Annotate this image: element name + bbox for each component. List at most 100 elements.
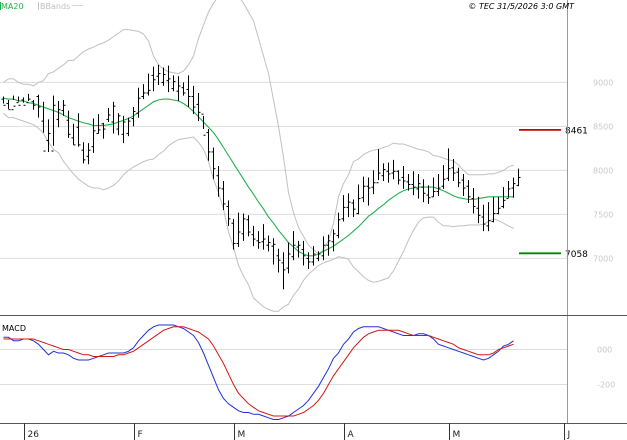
bband-upper-line (3, 0, 514, 255)
ohlc-bar (121, 115, 126, 144)
ohlc-bar (401, 166, 406, 189)
ohlc-bar (201, 113, 206, 136)
time-tick-label: F (138, 430, 143, 440)
ohlc-bar (366, 177, 371, 206)
ohlc-bar (31, 100, 36, 110)
ohlc-bar (216, 166, 221, 197)
ohlc-bar (451, 158, 456, 181)
ohlc-bar (186, 75, 191, 108)
macd-signal-line (3, 326, 514, 417)
price-tick-label: 7000 (593, 254, 613, 263)
ohlc-bar (286, 242, 291, 274)
legend-bbands-label: BBands (40, 2, 70, 11)
price-tick-label: 8500 (593, 122, 613, 131)
ohlc-bar (266, 235, 271, 252)
legend-ma20-label: MA20 (1, 2, 24, 11)
ohlc-bar (21, 97, 26, 106)
ohlc-bar (281, 252, 286, 290)
ohlc-bar (431, 177, 436, 198)
ohlc-bar (86, 143, 91, 165)
ohlc-bar (46, 119, 51, 152)
ohlc-bar (136, 87, 141, 118)
macd-panel-title: MACD (2, 324, 26, 333)
ohlc-bar (516, 168, 521, 187)
chart-legend: MA20 BBands (0, 2, 83, 11)
ohlc-bar (406, 173, 411, 191)
legend-ma20-swatch (0, 2, 1, 10)
ohlc-bar (251, 225, 256, 247)
ohlc-bar (246, 215, 251, 237)
ohlc-bar (361, 176, 366, 203)
ohlc-bar (476, 196, 481, 224)
ohlc-bar (311, 246, 316, 266)
ohlc-bar (341, 195, 346, 222)
ohlc-bar (96, 114, 101, 134)
support-level-label: 7058 (565, 250, 588, 260)
ohlc-bar (11, 95, 16, 111)
ohlc-bar (196, 92, 201, 122)
ohlc-bar (126, 117, 131, 137)
ohlc-bar (491, 196, 496, 223)
ohlc-bar (181, 82, 186, 96)
resistance-level-label: 8461 (565, 126, 588, 136)
ohlc-bar (226, 200, 231, 226)
ohlc-bar (346, 193, 351, 218)
copyright-timestamp: © TEC 31/5/2026 3:0 GMT (468, 2, 575, 11)
ohlc-bar (241, 213, 246, 241)
ohlc-bar (471, 188, 476, 214)
ohlc-bar (61, 100, 66, 116)
macd-line (3, 324, 514, 420)
ohlc-bar (396, 170, 401, 185)
ohlc-bar (91, 118, 96, 153)
ohlc-bar (371, 170, 376, 195)
ohlc-bar (466, 180, 471, 203)
ohlc-bar (206, 129, 211, 161)
ohlc-bar (261, 224, 266, 250)
ohlc-bar (276, 248, 281, 273)
ohlc-bar (446, 148, 451, 181)
bband-lower-line (3, 112, 514, 312)
ohlc-bar (171, 75, 176, 92)
ohlc-bar (461, 173, 466, 196)
ohlc-bar (296, 240, 301, 258)
ohlc-bar (301, 240, 306, 266)
ohlc-bar (221, 180, 226, 211)
ohlc-bar (326, 234, 331, 256)
ohlc-bar (106, 107, 111, 123)
ohlc-bar (336, 212, 341, 239)
ohlc-bar (376, 149, 381, 184)
legend-bbands-swatch (38, 2, 39, 10)
ohlc-bar (71, 123, 76, 146)
ohlc-bar (26, 93, 31, 104)
ohlc-bar (436, 173, 441, 196)
time-tick-label: 26 (28, 430, 40, 440)
price-tick-label: 9000 (593, 78, 613, 87)
ohlc-bar (411, 171, 416, 196)
ohlc-bar (486, 202, 491, 232)
ohlc-bar (356, 184, 361, 215)
ohlc-bar (41, 101, 46, 152)
ohlc-bar (391, 159, 396, 180)
ohlc-bar (6, 100, 11, 111)
ohlc-bar (141, 84, 146, 100)
ohlc-bar (16, 96, 21, 106)
ohlc-bar (256, 231, 261, 249)
ohlc-bar (416, 173, 421, 199)
ohlc-bar (306, 252, 311, 269)
ohlc-bar (236, 212, 241, 247)
ohlc-bar (131, 107, 136, 127)
time-tick-label: J (567, 430, 571, 440)
ohlc-bar (51, 95, 56, 152)
ohlc-bar (511, 177, 516, 198)
ohlc-bar (191, 85, 196, 115)
ohlc-bar (316, 251, 321, 262)
ohlc-bar (331, 229, 336, 252)
ohlc-bar (426, 185, 431, 204)
ohlc-bar (151, 66, 156, 92)
price-tick-label: 8000 (593, 166, 613, 175)
ohlc-bar (501, 187, 506, 209)
ohlc-bar (116, 113, 121, 136)
price-tick-label: 7500 (593, 210, 613, 219)
ohlc-bar (36, 94, 41, 118)
